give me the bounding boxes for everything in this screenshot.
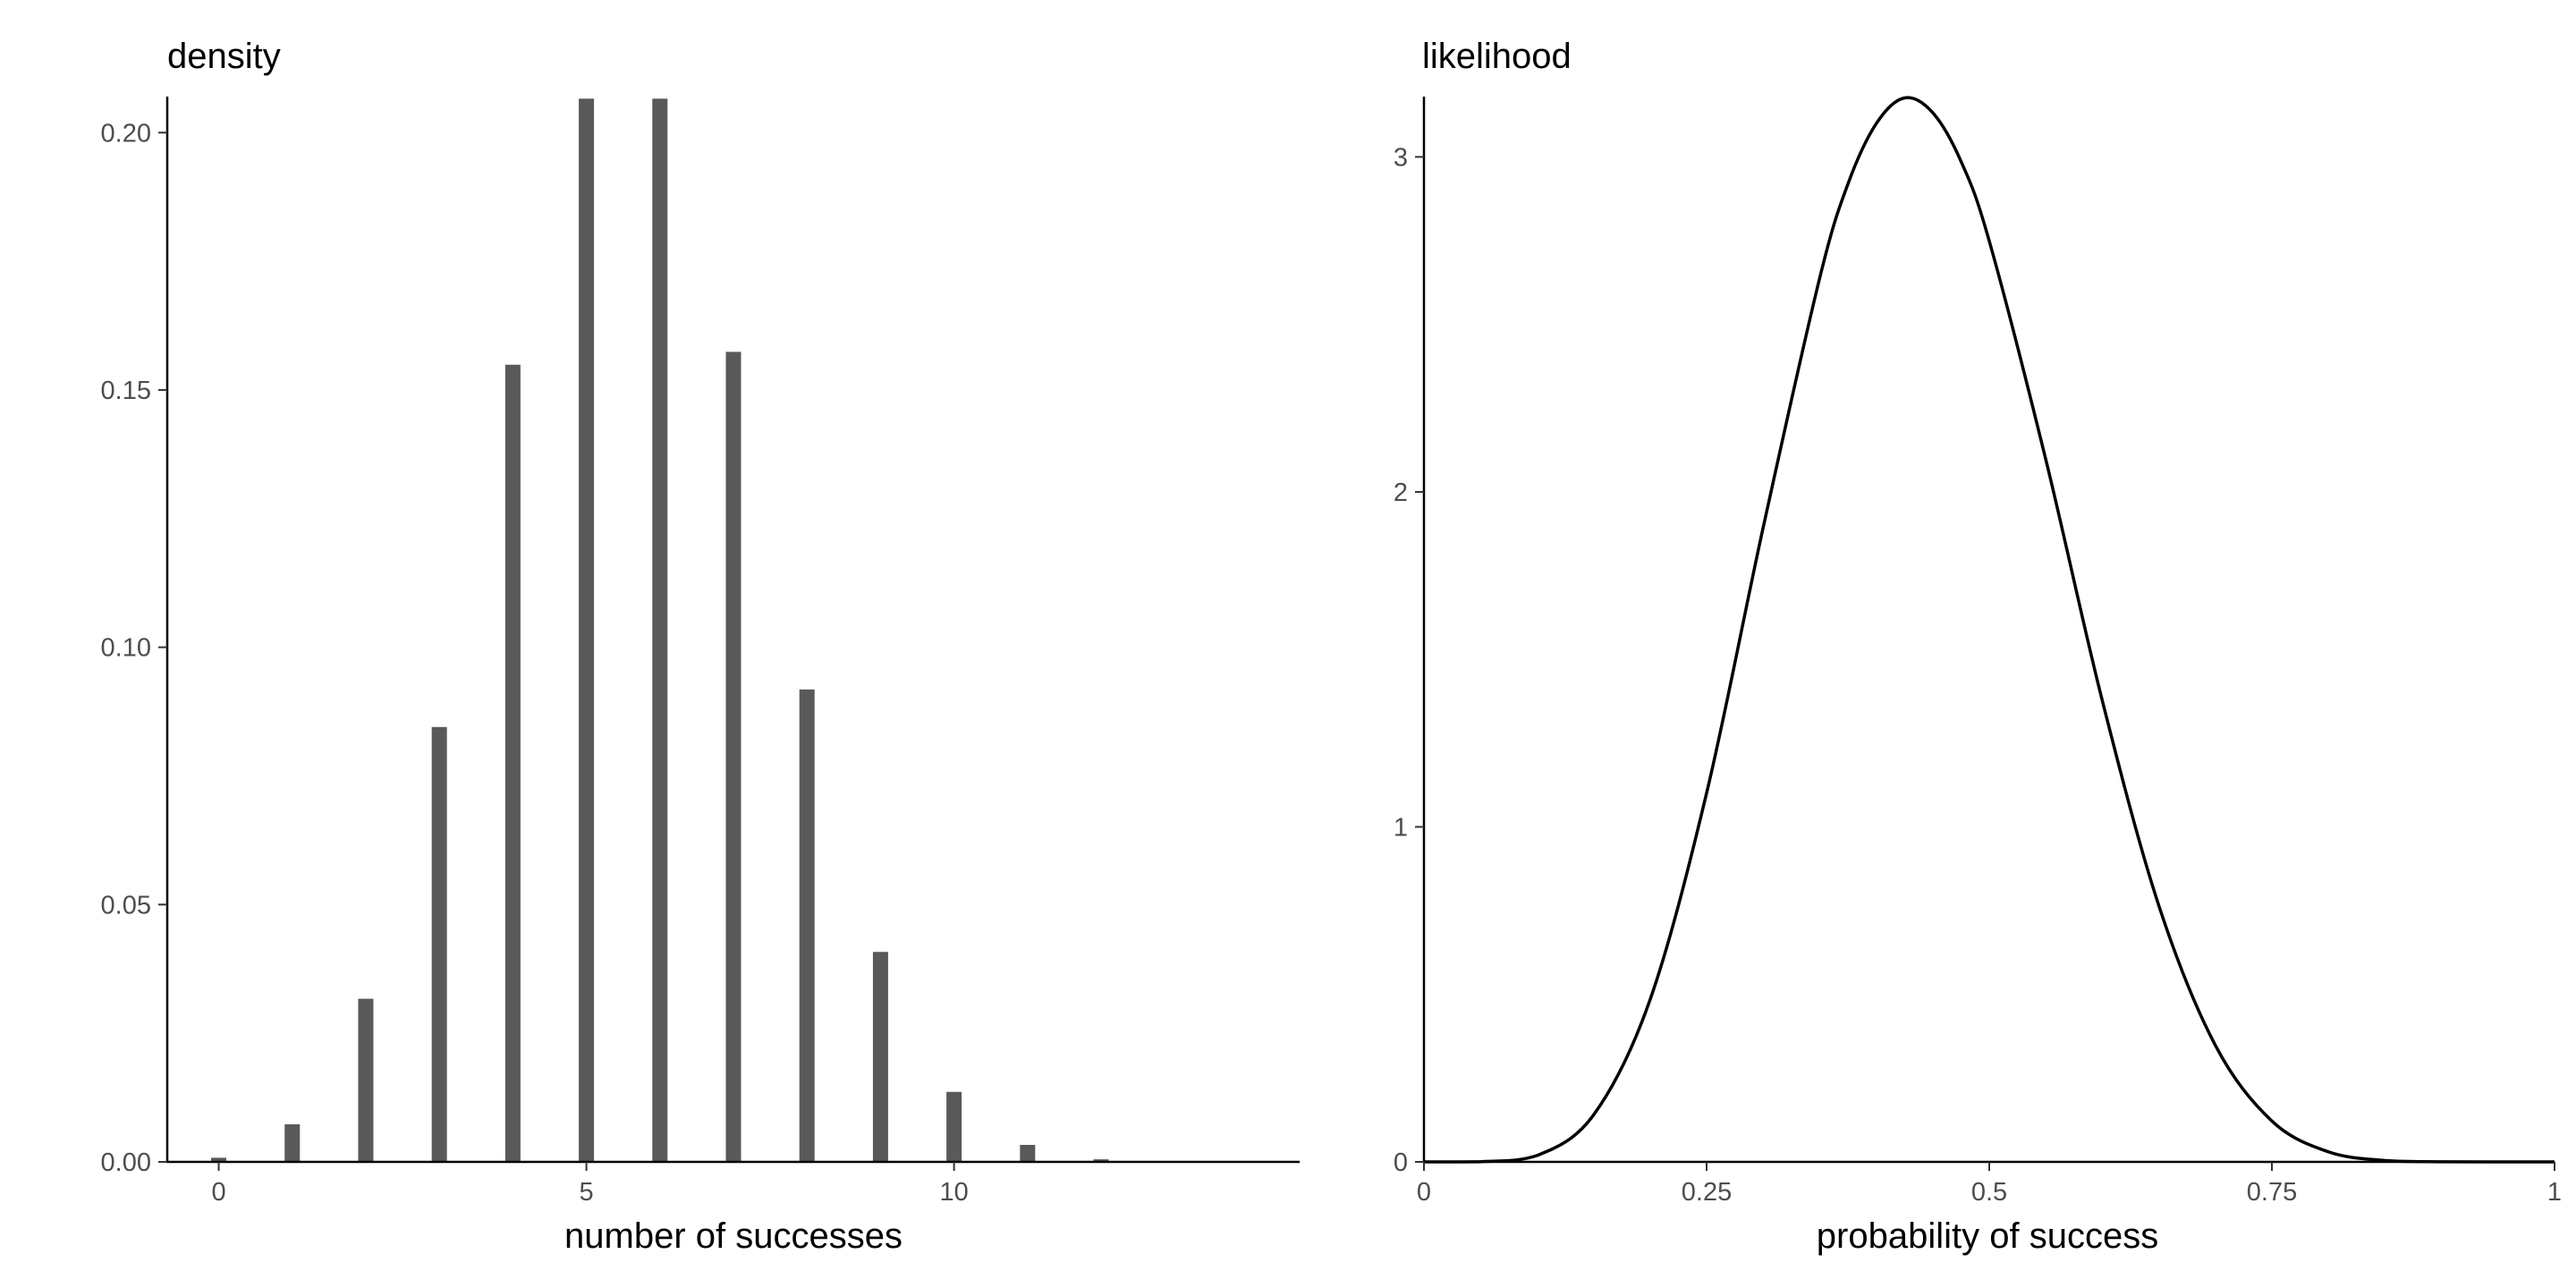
x-tick-label: 1 [2547,1178,2562,1207]
density-panel: density number of successes 0.00 0.05 0.10… [101,37,1300,1256]
x-tick-label: 5 [580,1178,594,1207]
x-tick-label: 0.75 [2247,1178,2297,1207]
likelihood-title: likelihood [1422,37,1572,76]
bar-6 [652,98,668,1162]
y-tick-label: 0.15 [101,377,151,405]
bar-1 [284,1123,301,1162]
y-tick-label: 2 [1394,479,1408,507]
y-tick-label: 0.00 [101,1148,151,1177]
x-tick-label: 0 [211,1178,225,1207]
bar-4 [504,364,521,1162]
x-tick-label: 10 [939,1178,968,1207]
bar-0 [211,1157,227,1162]
density-title: density [167,37,281,76]
bar-11 [1020,1145,1036,1162]
y-tick-label: 1 [1394,813,1408,842]
likelihood-curve [1423,96,2555,1164]
x-tick-label: 0.5 [1971,1178,2007,1207]
bar-8 [799,689,815,1162]
x-tick-label: 0.25 [1682,1178,1732,1207]
x-axis-label-probability: probability of success [1817,1216,2158,1256]
likelihood-panel: likelihood probability of success 0 1 2 3 0 0… [1394,37,2562,1256]
bar-5 [579,98,595,1162]
bar-12 [1093,1159,1109,1162]
bar-2 [358,998,374,1162]
bar-3 [431,726,447,1162]
y-tick-label: 0.05 [101,891,151,919]
y-tick-label: 3 [1394,143,1408,172]
y-tick-label: 0.20 [101,119,151,148]
x-axis-label-successes: number of successes [564,1216,902,1256]
bar-7 [725,352,741,1162]
x-tick-label: 0 [1417,1178,1431,1207]
y-tick-label: 0 [1394,1148,1408,1177]
y-tick-label: 0.10 [101,634,151,663]
bar-9 [872,952,888,1162]
bar-10 [946,1091,962,1162]
